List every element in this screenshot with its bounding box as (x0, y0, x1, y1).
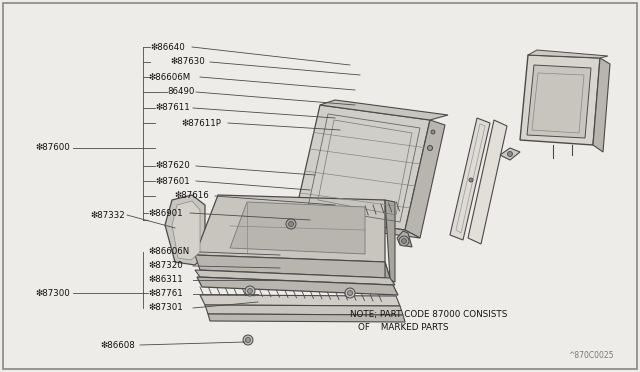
Text: 86490: 86490 (167, 87, 195, 96)
Circle shape (508, 151, 513, 157)
Polygon shape (450, 118, 490, 240)
Polygon shape (385, 200, 395, 282)
Text: OF    MARKED PARTS: OF MARKED PARTS (358, 323, 449, 332)
Text: ❇86606M: ❇86606M (148, 73, 190, 81)
Circle shape (248, 289, 253, 294)
Polygon shape (405, 120, 445, 238)
Polygon shape (527, 65, 591, 138)
Polygon shape (172, 201, 200, 260)
Polygon shape (320, 100, 448, 120)
Text: ^870C0025: ^870C0025 (568, 351, 614, 360)
Polygon shape (593, 58, 610, 152)
Polygon shape (230, 202, 365, 254)
Text: ❇87616: ❇87616 (174, 192, 209, 201)
Text: ❇87620: ❇87620 (155, 161, 189, 170)
Circle shape (399, 236, 409, 246)
Polygon shape (500, 148, 520, 160)
Text: ❇87332: ❇87332 (90, 211, 125, 219)
Polygon shape (195, 270, 395, 285)
Text: ❇87300: ❇87300 (35, 289, 70, 298)
Circle shape (348, 291, 353, 295)
Circle shape (428, 145, 433, 151)
Circle shape (245, 286, 255, 296)
Polygon shape (197, 277, 398, 295)
Circle shape (246, 337, 250, 343)
Circle shape (469, 178, 473, 182)
Text: ❇86640: ❇86640 (150, 42, 185, 51)
Text: ❇87611: ❇87611 (155, 103, 189, 112)
Text: ❇86901: ❇86901 (148, 208, 182, 218)
Circle shape (401, 238, 406, 244)
Polygon shape (208, 314, 405, 322)
Polygon shape (468, 120, 507, 244)
Circle shape (243, 335, 253, 345)
Polygon shape (528, 50, 608, 58)
Circle shape (286, 219, 296, 229)
Circle shape (289, 221, 294, 227)
Polygon shape (200, 295, 400, 306)
Polygon shape (195, 255, 390, 278)
Polygon shape (295, 105, 430, 230)
Polygon shape (195, 195, 385, 262)
Polygon shape (520, 55, 600, 145)
Text: ❇86606N: ❇86606N (148, 247, 189, 257)
Text: ❇87600: ❇87600 (35, 144, 70, 153)
Text: ❇87320: ❇87320 (148, 262, 183, 270)
Text: ❇86311: ❇86311 (148, 276, 183, 285)
Polygon shape (205, 305, 403, 315)
Circle shape (345, 288, 355, 298)
Polygon shape (165, 195, 205, 265)
Text: ❇87601: ❇87601 (155, 176, 189, 186)
Text: ❇87761: ❇87761 (148, 289, 183, 298)
Text: ❇87630: ❇87630 (170, 58, 205, 67)
Polygon shape (397, 231, 412, 247)
Text: NOTE; PART CODE 87000 CONSISTS: NOTE; PART CODE 87000 CONSISTS (350, 310, 508, 319)
Polygon shape (285, 215, 300, 230)
Text: ❇87611P: ❇87611P (181, 119, 221, 128)
Text: ❇87301: ❇87301 (148, 304, 183, 312)
Circle shape (431, 130, 435, 134)
Polygon shape (295, 215, 420, 238)
Text: ❇86608: ❇86608 (100, 340, 135, 350)
